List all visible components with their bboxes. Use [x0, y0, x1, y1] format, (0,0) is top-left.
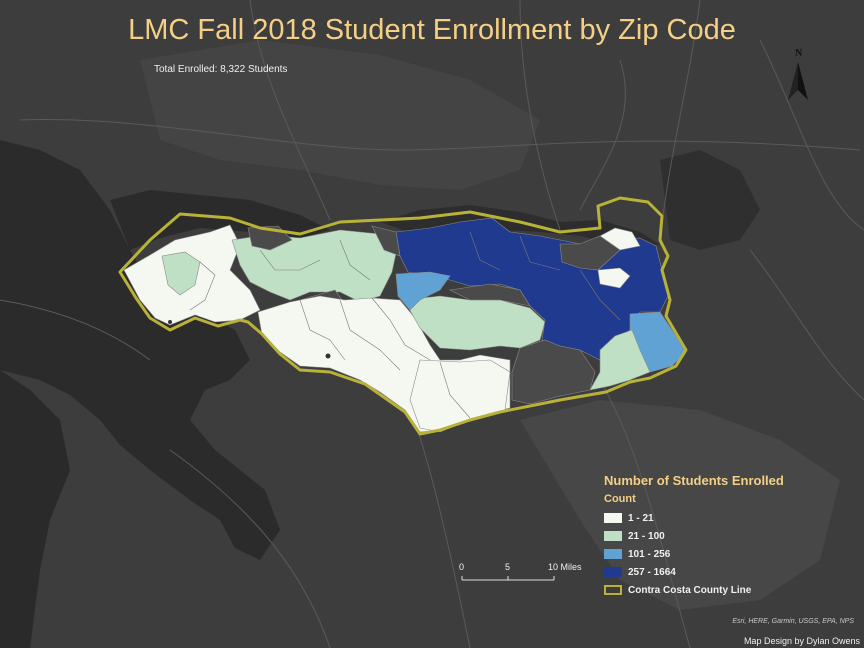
design-credit: Map Design by Dylan Owens: [743, 636, 860, 646]
legend: Number of Students Enrolled Count 1 - 21…: [604, 473, 784, 599]
bay-water: [0, 140, 280, 560]
scale-label-0: 0: [459, 562, 465, 572]
zip-region-green-east[interactable]: [589, 329, 651, 391]
legend-swatch: [604, 567, 622, 577]
legend-swatch: [604, 513, 622, 523]
legend-item: 21 - 100: [604, 527, 784, 545]
total-enrolled-text: Total Enrolled: 8,322 Students: [154, 64, 288, 75]
north-arrow-icon: [788, 62, 808, 100]
scale-label-10: 10 Miles: [548, 562, 582, 572]
zip-region-nodata-6: [371, 225, 401, 257]
zip-code-regions: [123, 217, 687, 433]
zip-region-lightblue-west[interactable]: [395, 271, 451, 311]
south-hills: [520, 400, 840, 610]
map-title: LMC Fall 2018 Student Enrollment by Zip …: [128, 14, 736, 46]
legend-label: 1 - 21: [628, 512, 654, 524]
scale-label-5: 5: [505, 562, 511, 572]
zip-region-nodata-4: [511, 339, 596, 405]
north-letter: N: [795, 48, 803, 59]
zip-region-green-west[interactable]: [161, 251, 201, 296]
legend-label: 101 - 256: [628, 548, 671, 560]
legend-item: 101 - 256: [604, 545, 784, 563]
county-boundary: [118, 196, 688, 436]
scale-bar: [461, 576, 555, 581]
legend-item: 257 - 1664: [604, 563, 784, 581]
basemap-credits: Esri, HERE, Garmin, USGS, EPA, NPS: [732, 618, 854, 625]
north-hills: [140, 40, 540, 190]
legend-subtitle: Count: [604, 493, 636, 505]
legend-label: 257 - 1664: [628, 566, 676, 578]
zip-region-nodata-3: [449, 283, 531, 307]
delta-water: [660, 150, 760, 250]
legend-title: Number of Students Enrolled: [604, 473, 784, 488]
legend-swatch-boundary: [604, 585, 622, 595]
zip-region-white-east-2[interactable]: [597, 267, 631, 289]
ocean-water: [0, 370, 70, 648]
legend-swatch: [604, 531, 622, 541]
legend-label: 21 - 100: [628, 530, 665, 542]
zip-region-nodata-5: [559, 235, 621, 271]
legend-item: 1 - 21: [604, 509, 784, 527]
legend-item-boundary: Contra Costa County Line: [604, 581, 784, 599]
legend-label-boundary: Contra Costa County Line: [628, 584, 752, 596]
legend-swatch: [604, 549, 622, 559]
